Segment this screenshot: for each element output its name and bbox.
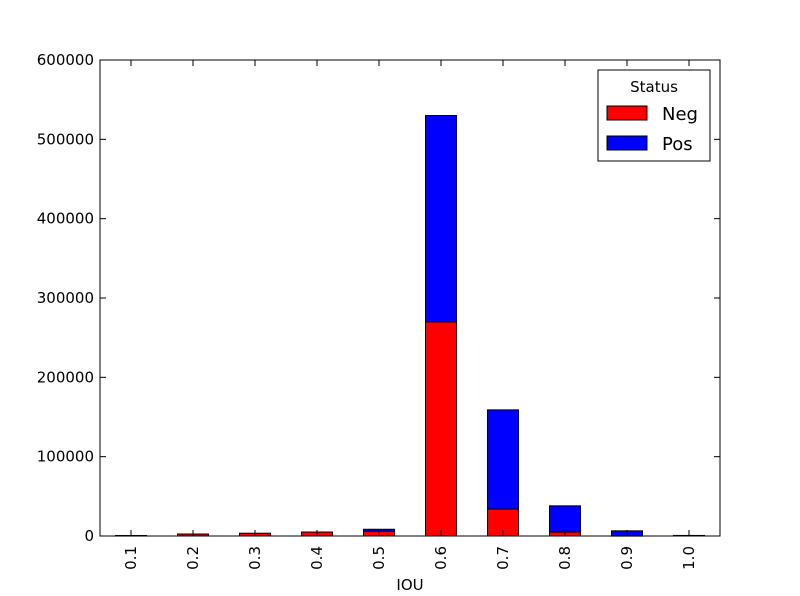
y-tick-label: 600000 <box>37 51 94 69</box>
y-tick-label: 0 <box>84 527 94 545</box>
x-tick-label: 0.3 <box>246 546 264 570</box>
x-tick-label: 1.0 <box>680 546 698 570</box>
x-tick-label: 0.7 <box>494 546 512 570</box>
bar-pos-0.6 <box>425 115 457 323</box>
x-tick-label: 0.9 <box>618 546 636 570</box>
y-axis: 0 100000 200000 300000 400000 500000 600000 <box>37 51 720 545</box>
y-tick-label: 400000 <box>37 210 94 228</box>
legend: Status Neg Pos <box>597 69 711 162</box>
bar-pos-0.8 <box>549 505 581 533</box>
x-axis-label: IOU <box>396 576 423 594</box>
legend-swatch-pos <box>606 135 648 151</box>
legend-title: Status <box>630 78 678 96</box>
x-tick-label: 0.8 <box>556 546 574 570</box>
bar-pos-0.7 <box>487 409 519 510</box>
y-tick-label: 500000 <box>37 130 94 148</box>
legend-swatch-neg <box>606 105 648 121</box>
legend-label-neg: Neg <box>662 104 698 125</box>
x-tick-label: 0.2 <box>184 546 202 570</box>
x-tick-label: 0.6 <box>432 546 450 570</box>
y-tick-label: 300000 <box>37 289 94 307</box>
bar-neg-0.6 <box>425 321 457 537</box>
y-tick-label: 100000 <box>37 448 94 466</box>
x-tick-label: 0.5 <box>370 546 388 570</box>
x-tick-label: 0.4 <box>308 546 326 570</box>
x-tick-label: 0.1 <box>122 546 140 570</box>
x-axis: 0.1 0.2 0.3 0.4 0.5 0.6 0.7 0.8 0.9 1.0 <box>122 60 698 570</box>
legend-label-pos: Pos <box>662 134 693 155</box>
y-tick-label: 200000 <box>37 368 94 386</box>
bars-group <box>115 115 705 537</box>
